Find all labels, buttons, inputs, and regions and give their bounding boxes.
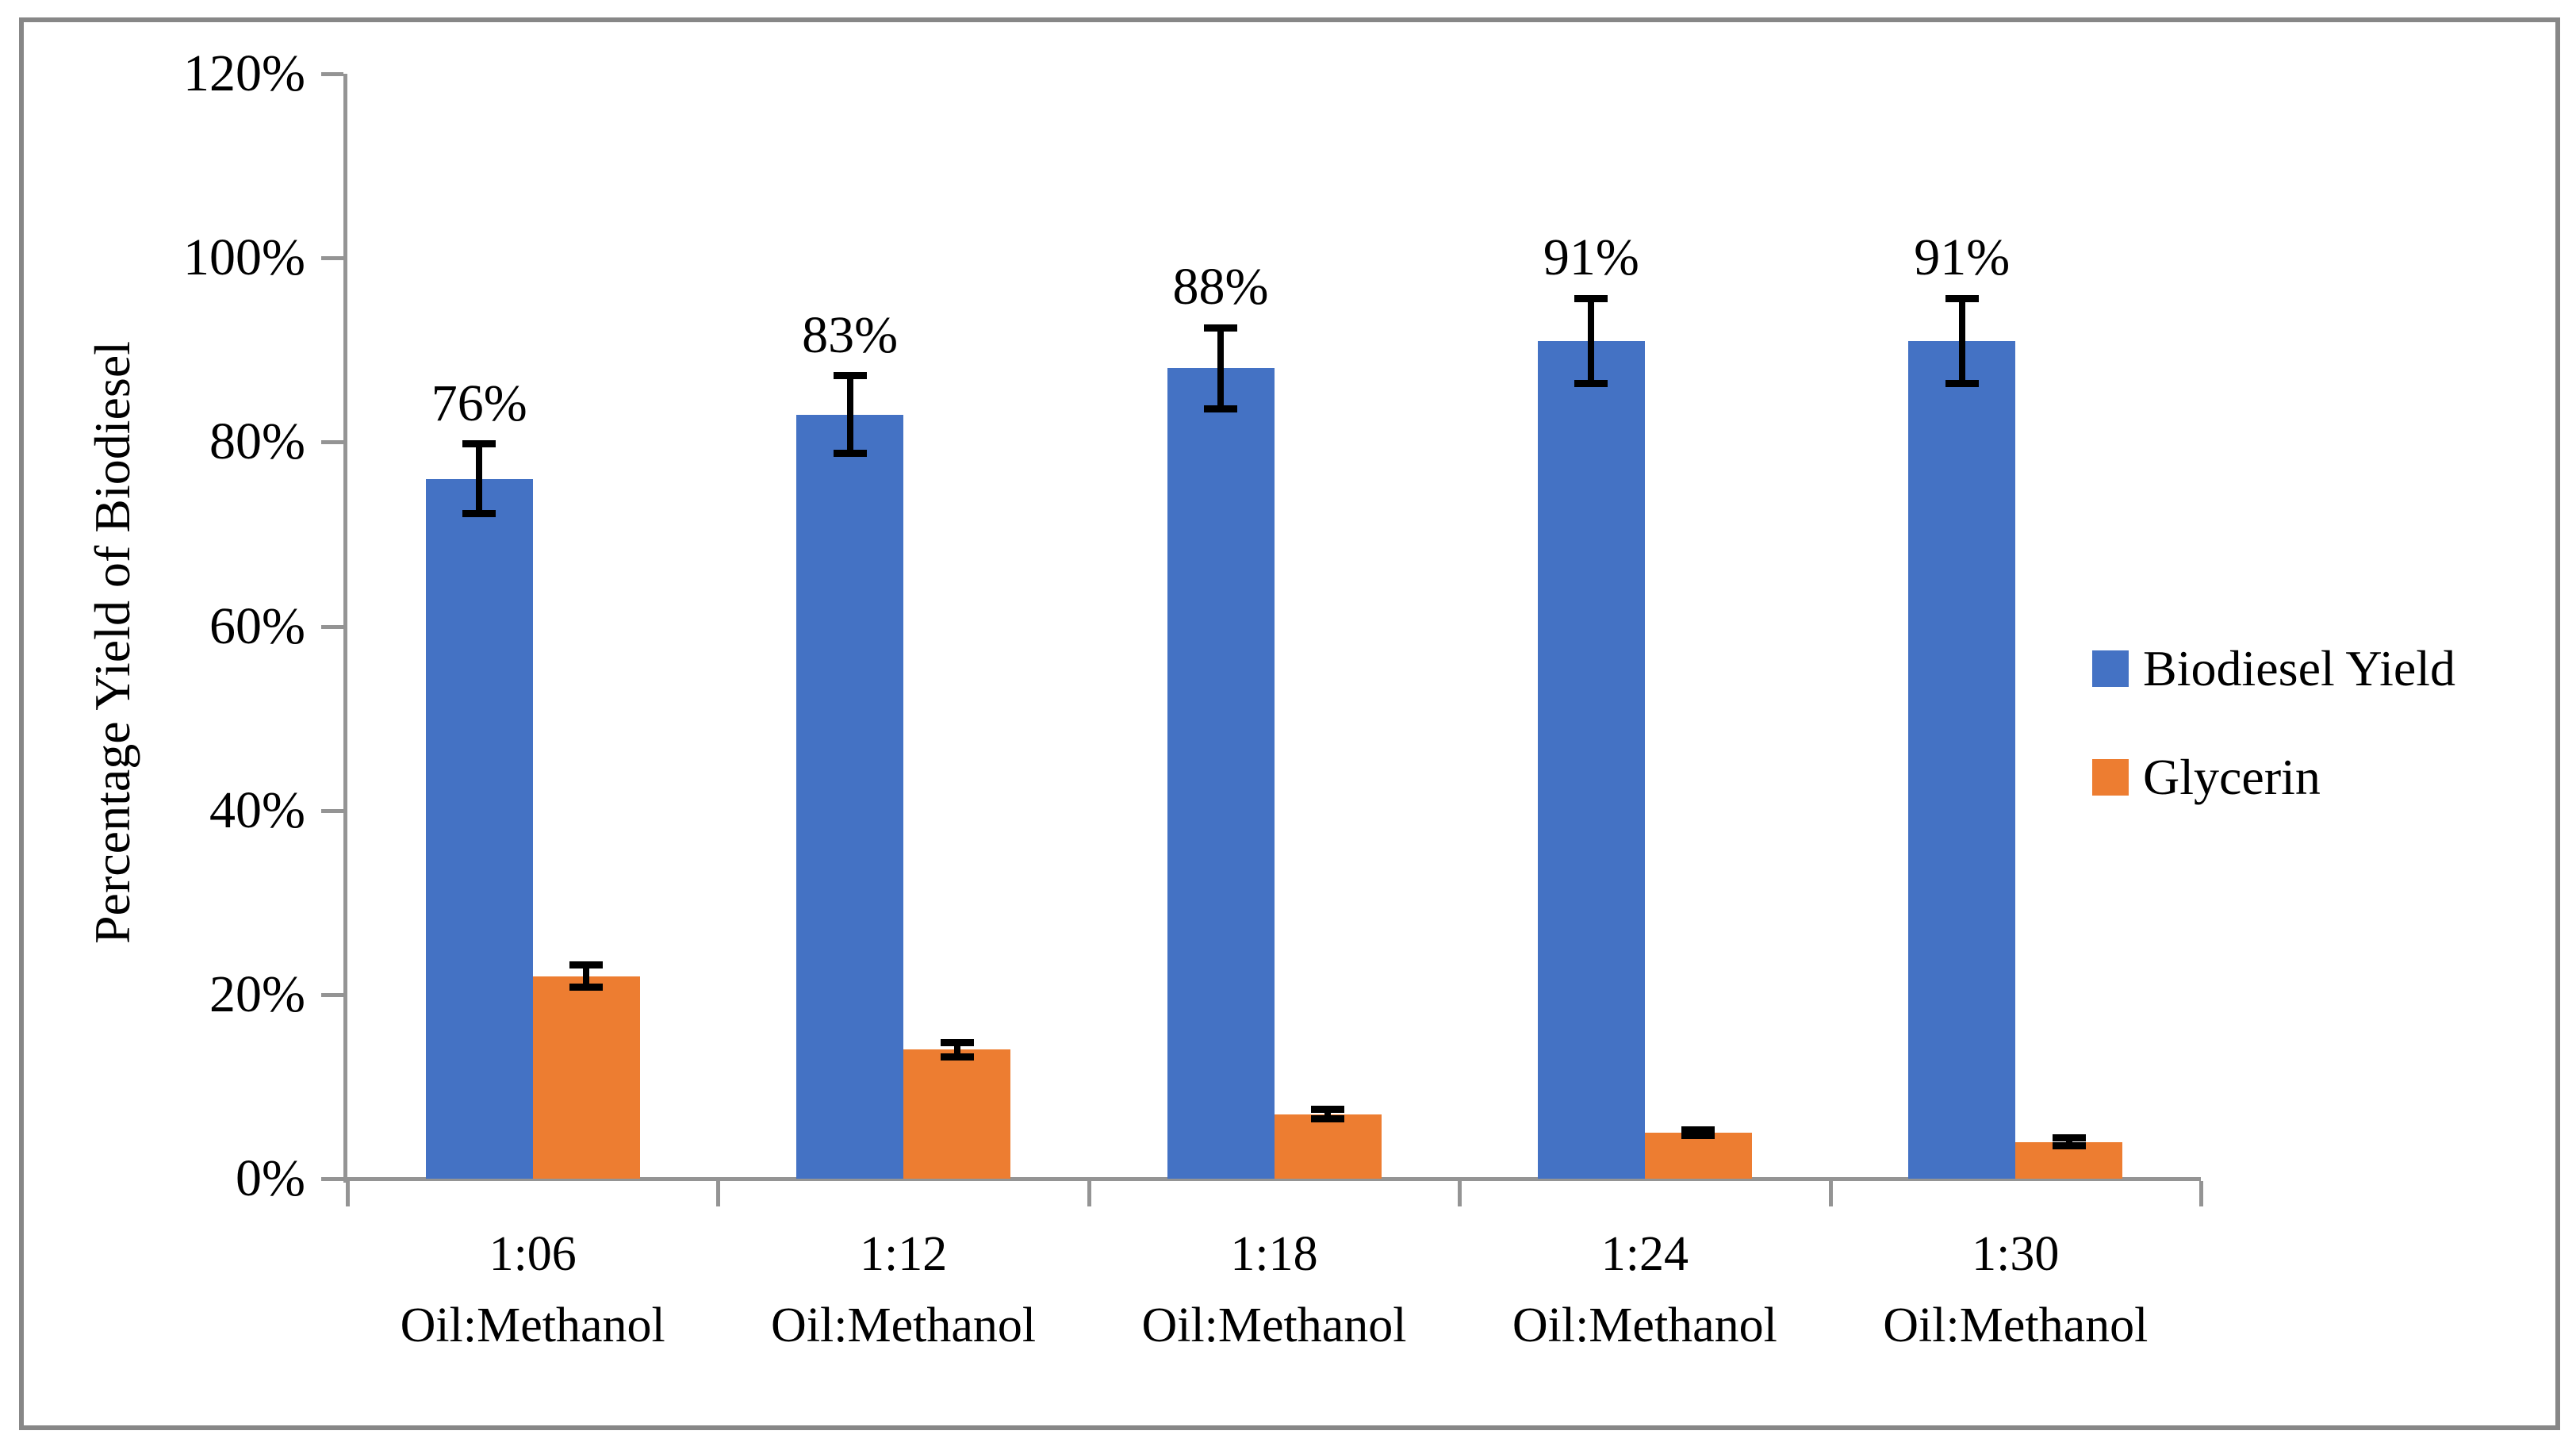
x-tick [2199, 1181, 2203, 1206]
y-tick [321, 992, 343, 997]
x-tick [1458, 1181, 1462, 1206]
bar-glycerin [1274, 1114, 1382, 1179]
error-bar-cap-bottom [1681, 1131, 1715, 1139]
y-tick-label: 100% [183, 228, 305, 287]
bar-glycerin [1644, 1132, 1752, 1179]
error-bar-line [1588, 298, 1595, 384]
error-bar-cap-bottom [462, 510, 496, 518]
chart-border [19, 17, 2560, 1430]
x-tick [716, 1181, 721, 1206]
error-bar-line [953, 1042, 960, 1057]
y-tick [321, 624, 343, 629]
error-bar-cap-top [833, 372, 867, 380]
error-bar-line [846, 375, 853, 454]
y-tick-label: 0% [236, 1149, 305, 1207]
y-tick-label: 120% [183, 44, 305, 102]
x-axis-line [347, 1177, 2201, 1181]
data-label: 83% [802, 305, 899, 364]
bar-biodiesel-yield [1537, 340, 1645, 1179]
data-label: 76% [431, 374, 527, 432]
y-tick-label: 80% [209, 412, 305, 471]
error-bar-cap-bottom [569, 984, 604, 991]
y-tick-label: 60% [209, 596, 305, 655]
category-label-top: 1:24 [1600, 1227, 1689, 1281]
y-tick [321, 808, 343, 813]
y-tick [321, 440, 343, 445]
bar-biodiesel-yield [1167, 368, 1275, 1179]
error-bar-cap-top [2052, 1134, 2086, 1142]
error-bar-cap-bottom [833, 449, 867, 457]
error-bar-cap-bottom [1204, 405, 1237, 413]
error-bar-cap-bottom [1311, 1115, 1344, 1123]
error-bar-cap-bottom [1945, 379, 1979, 387]
error-bar-cap-top [940, 1038, 974, 1046]
legend-item-biodiesel-yield: Biodiesel Yield [2092, 640, 2489, 696]
error-bar-cap-bottom [1574, 379, 1608, 387]
error-bar-line [1324, 1109, 1331, 1119]
error-bar-line [2065, 1137, 2072, 1146]
y-tick [321, 72, 343, 76]
error-bar-cap-top [1311, 1106, 1344, 1114]
y-tick-label: 40% [209, 781, 305, 839]
error-bar-line [476, 443, 483, 514]
error-bar-line [1958, 298, 1965, 384]
data-label: 88% [1172, 258, 1269, 316]
bar-biodiesel-yield [1908, 340, 2016, 1179]
category-label-top: 1:18 [1230, 1227, 1318, 1281]
error-bar-cap-top [1681, 1126, 1715, 1133]
x-tick [1828, 1181, 1833, 1206]
error-bar-cap-top [1574, 294, 1608, 302]
error-bar-cap-bottom [940, 1053, 974, 1061]
x-tick [346, 1181, 350, 1206]
category-label-bottom: Oil:Methanol [1512, 1298, 1777, 1352]
data-label: 91% [1914, 228, 2011, 287]
bar-biodiesel-yield [796, 414, 904, 1179]
category-label-bottom: Oil:Methanol [400, 1298, 665, 1352]
y-tick-label: 20% [209, 965, 305, 1023]
legend-label-glycerin: Glycerin [2143, 749, 2321, 805]
category-label-bottom: Oil:Methanol [1141, 1298, 1407, 1352]
legend-label-biodiesel-yield: Biodiesel Yield [2143, 640, 2456, 696]
category-label-top: 1:12 [859, 1227, 948, 1281]
legend-item-glycerin: Glycerin [2092, 749, 2489, 805]
x-tick [1087, 1181, 1091, 1206]
data-label: 91% [1543, 228, 1639, 287]
bar-glycerin [532, 976, 640, 1179]
error-bar-line [1217, 328, 1224, 409]
legend-swatch-glycerin [2092, 759, 2129, 796]
y-tick [321, 1177, 343, 1181]
bar-glycerin [903, 1049, 1011, 1179]
error-bar-cap-top [462, 440, 496, 448]
category-label-top: 1:06 [489, 1227, 577, 1281]
error-bar-cap-top [1204, 324, 1237, 332]
y-axis-line [343, 74, 347, 1183]
error-bar-cap-top [1945, 294, 1979, 302]
legend-swatch-biodiesel-yield [2092, 650, 2129, 687]
y-tick [321, 256, 343, 261]
category-label-bottom: Oil:Methanol [771, 1298, 1037, 1352]
category-label-top: 1:30 [1972, 1227, 2060, 1281]
error-bar-line [583, 965, 590, 988]
bar-biodiesel-yield [425, 478, 533, 1179]
error-bar-cap-top [569, 961, 604, 969]
category-label-bottom: Oil:Methanol [1883, 1298, 2149, 1352]
error-bar-cap-bottom [2052, 1141, 2086, 1149]
